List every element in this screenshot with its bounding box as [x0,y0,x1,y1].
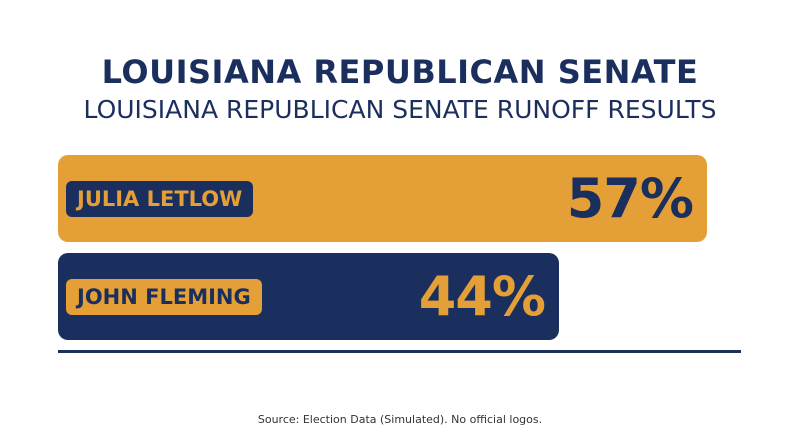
bar-john-fleming: JOHN FLEMING 44% [58,253,559,340]
chart-baseline [58,350,741,353]
bar-value-julia-letlow: 57% [566,167,694,230]
chart-subtitle: LOUISIANA REPUBLICAN SENATE RUNOFF RESUL… [83,95,717,124]
chart-title: LOUISIANA REPUBLICAN SENATE [101,53,699,91]
bar-label-julia-letlow: JULIA LETLOW [66,181,254,217]
bar-label-john-fleming: JOHN FLEMING [66,279,262,315]
bar-value-john-fleming: 44% [418,265,546,328]
source-note: Source: Election Data (Simulated). No of… [257,413,543,426]
bar-julia-letlow: JULIA LETLOW 57% [58,155,707,242]
